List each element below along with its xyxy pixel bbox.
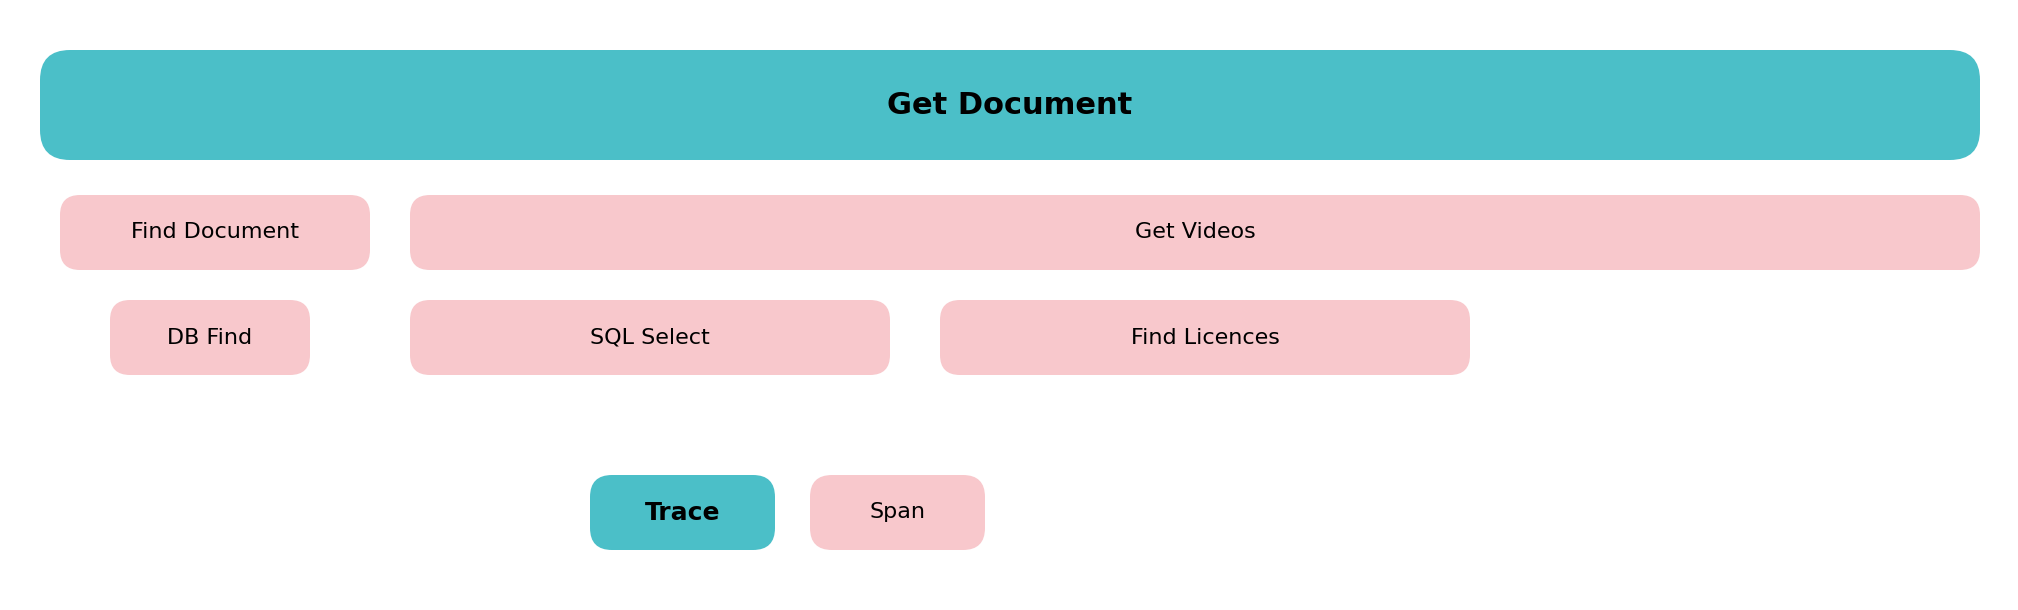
FancyBboxPatch shape	[111, 300, 311, 375]
Text: Trace: Trace	[644, 500, 720, 525]
FancyBboxPatch shape	[410, 300, 890, 375]
Text: Find Licences: Find Licences	[1130, 328, 1279, 348]
Text: Find Document: Find Document	[131, 223, 299, 243]
FancyBboxPatch shape	[40, 50, 1980, 160]
Text: Get Videos: Get Videos	[1134, 223, 1255, 243]
FancyBboxPatch shape	[61, 195, 369, 270]
FancyBboxPatch shape	[809, 475, 985, 550]
FancyBboxPatch shape	[589, 475, 775, 550]
Text: Span: Span	[870, 503, 926, 523]
Text: Get Document: Get Document	[888, 90, 1132, 120]
Text: DB Find: DB Find	[167, 328, 252, 348]
FancyBboxPatch shape	[940, 300, 1469, 375]
FancyBboxPatch shape	[410, 195, 1980, 270]
Text: SQL Select: SQL Select	[589, 328, 710, 348]
